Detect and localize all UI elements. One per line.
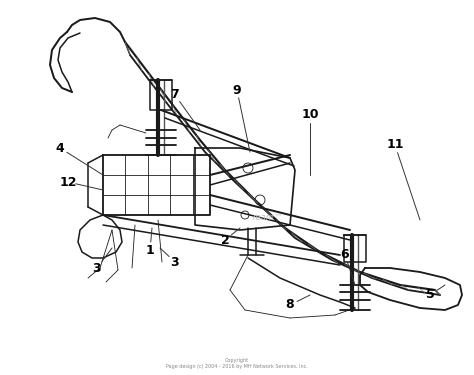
Text: 8: 8	[286, 298, 294, 312]
Text: Copyright
Page design (c) 2004 - 2016 by MH Network Services, Inc.: Copyright Page design (c) 2004 - 2016 by…	[166, 358, 308, 369]
Text: 12: 12	[59, 176, 77, 189]
Text: 3: 3	[93, 261, 101, 274]
Text: 7: 7	[171, 88, 179, 102]
Text: 5: 5	[426, 288, 434, 302]
Text: 10: 10	[301, 108, 319, 122]
Text: 2: 2	[220, 234, 229, 246]
Text: 6: 6	[341, 249, 349, 261]
Text: 4: 4	[55, 141, 64, 154]
Text: 9: 9	[233, 84, 241, 96]
Text: 11: 11	[386, 138, 404, 152]
Text: 1: 1	[146, 243, 155, 256]
Text: ream™: ream™	[253, 213, 283, 222]
Text: 3: 3	[171, 255, 179, 268]
